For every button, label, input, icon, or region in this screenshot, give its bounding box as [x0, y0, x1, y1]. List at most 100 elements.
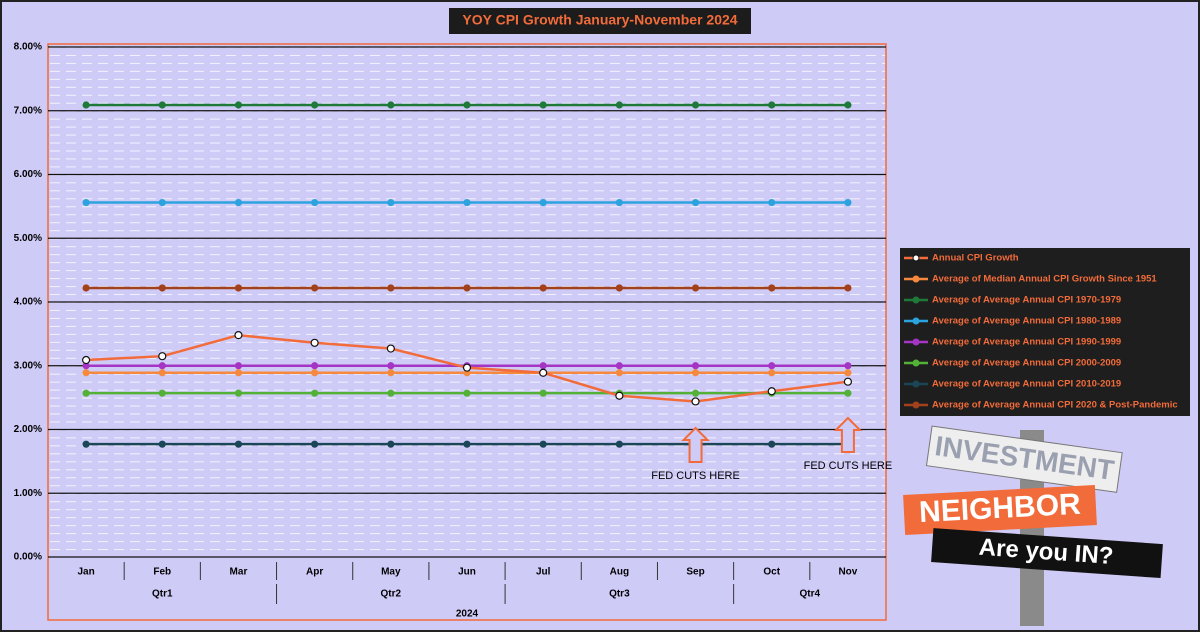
x-tick-label: Mar [230, 567, 248, 578]
data-point [462, 363, 472, 372]
data-point [234, 369, 243, 377]
data-point [539, 389, 547, 397]
data-point [82, 369, 90, 377]
data-point [539, 198, 547, 207]
data-point [81, 355, 91, 365]
legend-label: Average of Median Annual CPI Growth Sinc… [932, 274, 1157, 285]
data-point [539, 284, 547, 292]
data-point [844, 198, 852, 207]
data-point [615, 369, 623, 377]
data-point [387, 440, 395, 448]
data-point [158, 389, 166, 397]
data-point [158, 362, 166, 370]
legend-label: Average of Average Annual CPI 2020 & Pos… [932, 400, 1178, 411]
data-point [387, 389, 395, 397]
data-point [158, 440, 166, 448]
data-point [234, 101, 243, 109]
legend-marker [912, 359, 920, 367]
x-tick-label: Oct [763, 567, 780, 578]
y-tick-label: 3.00% [14, 360, 42, 371]
legend-label: Average of Average Annual CPI 2000-2009 [932, 358, 1121, 369]
y-tick-label: 6.00% [14, 169, 42, 180]
data-point [387, 101, 395, 109]
data-point [234, 284, 243, 292]
y-tick-label: 5.00% [14, 233, 42, 244]
y-tick-label: 2.00% [14, 424, 42, 435]
data-point [82, 198, 90, 207]
logo: INVESTMENT NEIGHBOR Are you IN? [903, 425, 1163, 626]
y-tick-label: 8.00% [14, 42, 42, 53]
chart-title: YOY CPI Growth January-November 2024 [462, 12, 737, 28]
data-point [234, 389, 243, 397]
group-label: Qtr3 [609, 589, 630, 600]
data-point [311, 362, 319, 370]
x-tick-label: Apr [306, 567, 323, 578]
data-point [234, 440, 243, 448]
data-point [768, 284, 776, 292]
data-point [311, 101, 319, 109]
data-point [691, 198, 700, 207]
data-point [539, 101, 547, 109]
legend-label: Average of Average Annual CPI 1980-1989 [932, 316, 1121, 327]
legend-marker [912, 338, 920, 346]
data-point [311, 369, 319, 377]
data-point [463, 284, 471, 292]
y-tick-label: 1.00% [14, 488, 42, 499]
data-point [387, 362, 395, 370]
data-point [158, 284, 166, 292]
title-box [449, 8, 751, 34]
data-point [691, 362, 700, 370]
data-point [311, 284, 319, 292]
data-point [768, 198, 776, 207]
y-tick-label: 0.00% [14, 552, 42, 563]
sign-top [925, 425, 1123, 493]
x-tick-label: Feb [153, 567, 171, 578]
data-point [843, 377, 853, 386]
data-point [158, 369, 166, 377]
legend-marker [912, 296, 920, 304]
data-point [844, 284, 852, 292]
data-point [615, 284, 623, 292]
sign-bottom [931, 528, 1163, 579]
legend-label: Annual CPI Growth [932, 253, 1019, 264]
x-tick-label: May [381, 567, 401, 578]
data-point [234, 198, 243, 207]
data-point [615, 440, 623, 448]
legend-marker [912, 275, 920, 283]
x-tick-label: Jul [536, 567, 551, 578]
annotation-arrow [681, 426, 710, 463]
data-point [311, 198, 319, 207]
data-point [311, 389, 319, 397]
group-label: Qtr4 [800, 589, 821, 600]
annotation: FED CUTS HERE [651, 470, 740, 482]
group-label: Qtr2 [381, 589, 402, 600]
data-point [387, 284, 395, 292]
data-point [82, 101, 90, 109]
x-tick-label: Sep [686, 567, 704, 578]
legend-label: Average of Average Annual CPI 1990-1999 [932, 337, 1121, 348]
group-label: Qtr1 [152, 589, 173, 600]
legend-box [900, 248, 1190, 416]
data-point [463, 389, 471, 397]
y-tick-label: 7.00% [14, 105, 42, 116]
data-point [844, 101, 852, 109]
data-point [691, 397, 700, 406]
data-point [768, 440, 776, 448]
data-point [615, 391, 624, 400]
data-point [844, 362, 852, 370]
x-tick-label: Jun [458, 567, 476, 578]
data-point [691, 101, 700, 109]
legend-marker [912, 254, 920, 262]
data-point [82, 440, 90, 448]
x-tick-label: Nov [838, 567, 857, 578]
data-point [844, 389, 852, 397]
annotation: FED CUTS HERE [804, 460, 893, 472]
legend-label: Average of Average Annual CPI 1970-1979 [932, 295, 1121, 306]
legend-marker [912, 317, 920, 325]
sign-middle [903, 485, 1097, 535]
year-label: 2024 [456, 609, 479, 620]
data-point [691, 284, 700, 292]
data-point [310, 338, 319, 347]
data-point [691, 389, 700, 397]
